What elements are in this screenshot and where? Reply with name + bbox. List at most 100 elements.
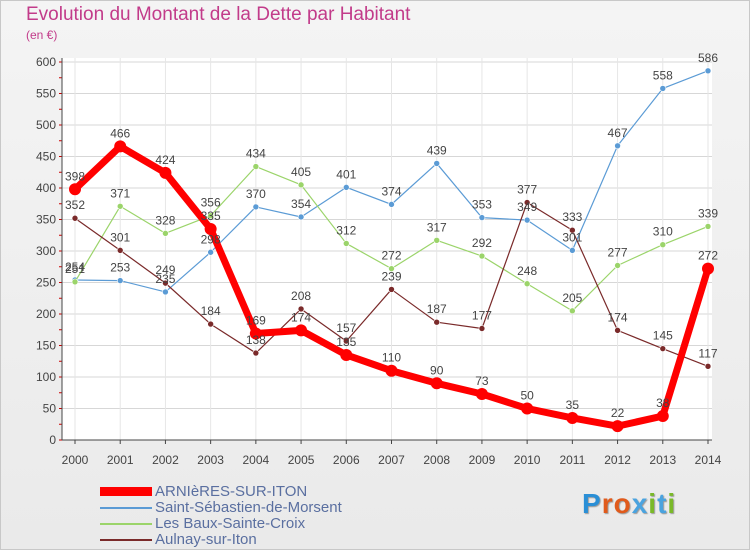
data-point bbox=[297, 305, 305, 313]
legend-label: Aulnay-sur-Iton bbox=[155, 531, 257, 548]
data-label: 157 bbox=[336, 321, 356, 335]
data-label: 292 bbox=[472, 236, 492, 250]
legend-label: Saint-Sébastien-de-Morsent bbox=[155, 499, 342, 516]
data-label: 312 bbox=[336, 223, 356, 237]
x-tick-label: 2006 bbox=[333, 453, 360, 467]
data-label: 38 bbox=[656, 396, 670, 410]
data-label: 377 bbox=[517, 182, 537, 196]
y-tick-label: 400 bbox=[36, 181, 56, 195]
data-point bbox=[162, 279, 169, 287]
data-point bbox=[659, 85, 667, 92]
data-label: 298 bbox=[201, 232, 221, 246]
x-tick-label: 2013 bbox=[649, 453, 676, 467]
plot-area bbox=[62, 58, 712, 440]
data-label: 353 bbox=[472, 198, 492, 212]
data-point bbox=[207, 320, 214, 328]
data-label: 349 bbox=[517, 200, 537, 214]
y-tick-label: 200 bbox=[36, 307, 56, 321]
data-label: 339 bbox=[698, 206, 718, 220]
data-point bbox=[569, 307, 576, 315]
data-label: 301 bbox=[562, 230, 582, 244]
data-label: 187 bbox=[427, 302, 447, 316]
data-point bbox=[116, 247, 124, 254]
data-point bbox=[430, 377, 443, 390]
data-point bbox=[702, 262, 714, 275]
data-label: 249 bbox=[155, 263, 175, 277]
data-label: 73 bbox=[475, 374, 489, 388]
data-label: 251 bbox=[65, 262, 85, 276]
x-tick-label: 2009 bbox=[469, 453, 496, 467]
data-label: 405 bbox=[291, 165, 311, 179]
x-tick-label: 2014 bbox=[695, 453, 722, 467]
x-tick-label: 2002 bbox=[152, 453, 179, 467]
logo-letter: x bbox=[631, 488, 649, 519]
y-tick-label: 550 bbox=[36, 87, 56, 101]
data-point bbox=[523, 216, 531, 224]
data-point bbox=[162, 288, 169, 296]
data-label: 117 bbox=[698, 346, 717, 360]
data-point bbox=[207, 212, 214, 220]
x-tick-label: 2005 bbox=[288, 453, 315, 467]
data-point bbox=[385, 364, 398, 377]
data-point bbox=[340, 348, 353, 361]
data-point bbox=[204, 222, 217, 235]
logo-letter: r bbox=[601, 488, 614, 519]
data-label: 272 bbox=[381, 249, 401, 263]
data-point bbox=[614, 327, 621, 334]
x-tick-label: 2010 bbox=[514, 453, 541, 467]
y-tick-label: 350 bbox=[36, 213, 56, 227]
legend-label: ARNIèRES-SUR-ITON bbox=[155, 483, 308, 500]
data-point bbox=[566, 411, 579, 424]
y-tick-label: 600 bbox=[36, 55, 56, 69]
y-tick-label: 150 bbox=[36, 339, 56, 353]
data-point bbox=[475, 388, 488, 401]
data-label: 208 bbox=[291, 289, 311, 303]
legend-label: Les Baux-Sainte-Croix bbox=[155, 515, 306, 532]
data-label: 370 bbox=[246, 187, 266, 201]
data-point bbox=[114, 140, 127, 153]
x-tick-label: 2001 bbox=[107, 453, 134, 467]
logo-letter: P bbox=[582, 488, 602, 519]
data-label: 301 bbox=[110, 230, 130, 244]
data-point bbox=[295, 324, 308, 337]
y-tick-label: 100 bbox=[36, 370, 56, 384]
data-label: 239 bbox=[381, 269, 401, 283]
data-point bbox=[659, 241, 667, 248]
unit-label: (en €) bbox=[26, 28, 58, 42]
data-point bbox=[252, 203, 260, 211]
data-point bbox=[71, 278, 79, 286]
data-label: 272 bbox=[698, 249, 718, 263]
y-tick-label: 500 bbox=[36, 118, 56, 132]
data-point bbox=[433, 236, 441, 244]
data-label: 205 bbox=[562, 291, 582, 305]
data-label: 586 bbox=[698, 51, 718, 65]
data-label: 558 bbox=[653, 68, 673, 82]
data-point bbox=[704, 362, 712, 370]
data-label: 374 bbox=[381, 184, 401, 198]
data-label: 174 bbox=[608, 310, 628, 324]
data-label: 333 bbox=[562, 210, 582, 224]
data-point bbox=[249, 327, 262, 340]
data-point bbox=[521, 402, 534, 415]
logo-letter: t bbox=[657, 488, 668, 519]
y-tick-label: 450 bbox=[36, 150, 56, 164]
data-label: 398 bbox=[65, 169, 85, 183]
data-label: 254 bbox=[65, 260, 85, 274]
data-point bbox=[659, 345, 667, 352]
x-tick-label: 2004 bbox=[243, 453, 270, 467]
data-label: 434 bbox=[246, 147, 266, 161]
legend-swatch bbox=[100, 507, 152, 509]
data-label: 253 bbox=[110, 261, 130, 275]
legend-swatch bbox=[100, 523, 152, 525]
x-tick-label: 2007 bbox=[378, 453, 405, 467]
data-label: 310 bbox=[653, 225, 673, 239]
legend-swatch bbox=[100, 487, 152, 496]
data-point bbox=[656, 410, 669, 423]
data-label: 235 bbox=[155, 272, 175, 286]
data-label: 174 bbox=[291, 310, 311, 324]
data-point bbox=[162, 230, 169, 237]
legend-swatch bbox=[100, 539, 152, 541]
x-tick-label: 2011 bbox=[559, 453, 585, 467]
data-label: 90 bbox=[430, 363, 444, 377]
